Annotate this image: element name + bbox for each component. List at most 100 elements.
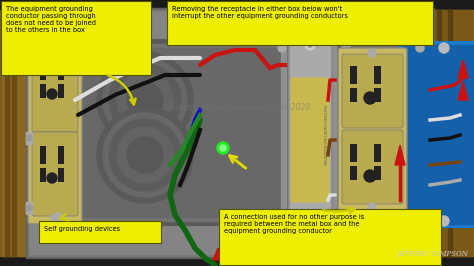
FancyBboxPatch shape: [338, 48, 407, 212]
Circle shape: [439, 216, 449, 226]
Circle shape: [26, 135, 32, 141]
Bar: [290, 32, 330, 238]
FancyBboxPatch shape: [32, 132, 78, 216]
Text: ©ElectricalLicenseRenewal.Com 2020: ©ElectricalLicenseRenewal.Com 2020: [164, 103, 310, 113]
Circle shape: [308, 43, 312, 47]
Circle shape: [416, 44, 424, 52]
Bar: [26, 62, 32, 74]
Circle shape: [47, 89, 57, 99]
Bar: [58, 168, 64, 182]
Bar: [40, 146, 46, 164]
FancyBboxPatch shape: [342, 130, 403, 204]
Polygon shape: [213, 248, 223, 260]
Bar: [40, 84, 46, 98]
Text: A connection used for no other purpose is
required between the metal box and the: A connection used for no other purpose i…: [224, 214, 364, 234]
Circle shape: [305, 220, 315, 230]
Circle shape: [342, 44, 350, 52]
Circle shape: [220, 145, 226, 151]
Bar: [12, 10, 16, 256]
Circle shape: [127, 137, 163, 173]
Bar: [432, 10, 474, 256]
Bar: [58, 48, 282, 217]
Bar: [437, 10, 441, 256]
Circle shape: [368, 49, 376, 57]
Bar: [26, 202, 32, 214]
Bar: [288, 30, 332, 240]
Circle shape: [364, 92, 376, 104]
Bar: [400, 42, 474, 227]
Text: JEFFREY SIMPSON: JEFFREY SIMPSON: [397, 250, 468, 258]
Circle shape: [109, 64, 181, 136]
Circle shape: [127, 82, 163, 118]
Circle shape: [54, 44, 62, 52]
Bar: [350, 66, 357, 84]
Circle shape: [117, 72, 173, 128]
Bar: [50, 40, 290, 225]
Text: Removing the receptacle in either box below won't
interrupt the other equipment : Removing the receptacle in either box be…: [172, 6, 348, 19]
Circle shape: [26, 65, 32, 71]
Circle shape: [342, 213, 350, 221]
Circle shape: [308, 223, 312, 227]
Bar: [374, 144, 381, 162]
Circle shape: [278, 44, 286, 52]
Circle shape: [217, 142, 229, 154]
Circle shape: [305, 40, 315, 50]
Circle shape: [103, 113, 187, 197]
Polygon shape: [458, 60, 468, 78]
FancyBboxPatch shape: [28, 40, 82, 224]
Text: SPECIFICATION TYPE X ASTM C1381/L1390U: SPECIFICATION TYPE X ASTM C1381/L1390U: [325, 105, 329, 165]
FancyBboxPatch shape: [32, 48, 78, 132]
Circle shape: [314, 228, 322, 236]
FancyBboxPatch shape: [342, 54, 403, 128]
Bar: [374, 166, 381, 180]
Polygon shape: [458, 82, 468, 100]
Circle shape: [51, 214, 59, 222]
FancyBboxPatch shape: [167, 1, 433, 45]
Bar: [40, 62, 46, 80]
Bar: [5, 10, 9, 256]
Bar: [374, 88, 381, 102]
Bar: [28, 10, 432, 256]
Bar: [350, 144, 357, 162]
Circle shape: [97, 52, 193, 148]
Circle shape: [26, 205, 32, 211]
Circle shape: [439, 43, 449, 53]
Circle shape: [109, 119, 181, 191]
Bar: [403, 45, 474, 224]
Circle shape: [103, 58, 187, 142]
Circle shape: [97, 107, 193, 203]
Bar: [341, 43, 425, 222]
Circle shape: [364, 170, 376, 182]
Circle shape: [368, 203, 376, 211]
FancyBboxPatch shape: [219, 209, 441, 265]
Circle shape: [47, 173, 57, 183]
Bar: [281, 5, 286, 261]
Bar: [40, 168, 46, 182]
Circle shape: [416, 213, 424, 221]
Bar: [374, 66, 381, 84]
Bar: [434, 10, 472, 256]
Circle shape: [117, 127, 173, 183]
FancyBboxPatch shape: [1, 1, 151, 75]
Bar: [58, 146, 64, 164]
FancyBboxPatch shape: [290, 77, 330, 203]
Circle shape: [51, 42, 59, 50]
Bar: [2, 10, 26, 256]
Bar: [280, 5, 288, 261]
Bar: [58, 62, 64, 80]
Bar: [330, 5, 338, 261]
Bar: [338, 40, 428, 225]
Bar: [350, 166, 357, 180]
FancyBboxPatch shape: [39, 221, 161, 243]
Bar: [331, 5, 336, 261]
Bar: [350, 88, 357, 102]
Bar: [58, 84, 64, 98]
Circle shape: [298, 228, 306, 236]
Text: The equipment grounding
conductor passing through
does not need to be joined
to : The equipment grounding conductor passin…: [6, 6, 96, 33]
Circle shape: [54, 213, 62, 221]
Bar: [0, 10, 28, 256]
Bar: [26, 132, 32, 144]
Text: Self grounding devices: Self grounding devices: [44, 226, 120, 232]
Polygon shape: [395, 145, 405, 165]
Bar: [54, 44, 286, 221]
